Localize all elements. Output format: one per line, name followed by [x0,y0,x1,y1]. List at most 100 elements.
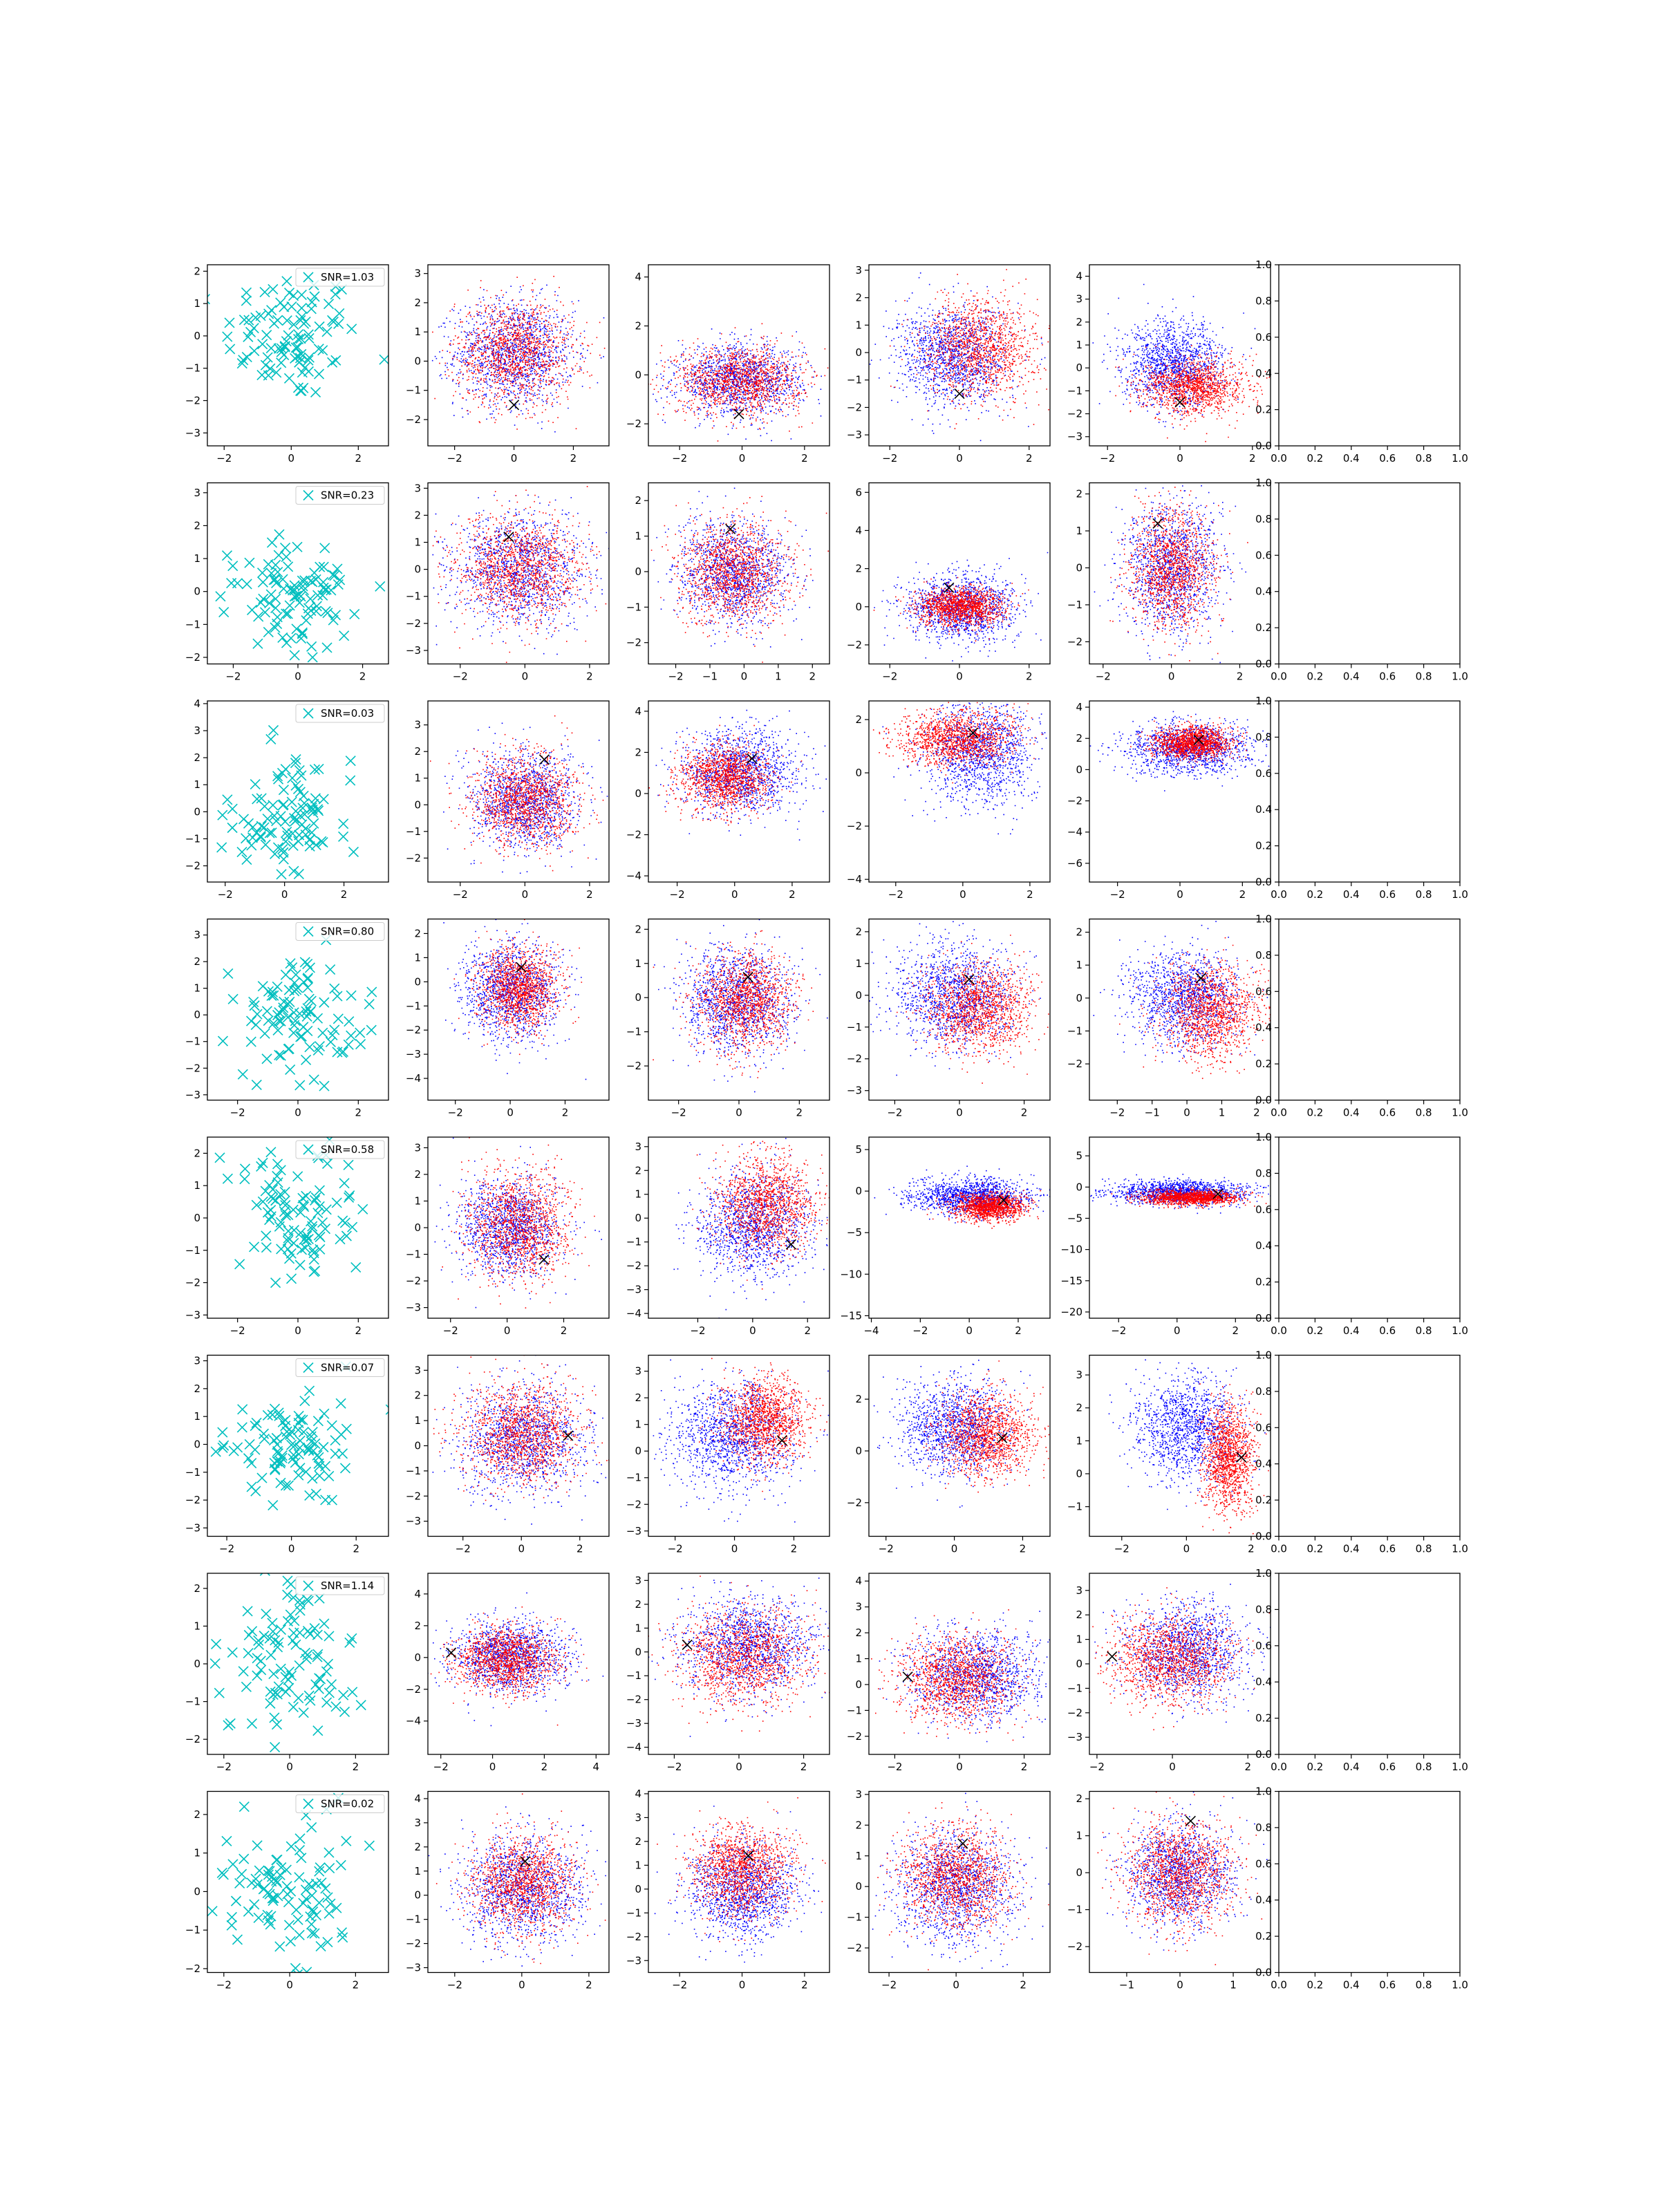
x-tick-label: −2 [666,1761,682,1773]
y-tick-label: −3 [406,644,421,657]
y-tick-label: 0 [635,1883,641,1895]
x-tick-label: 0.8 [1416,1324,1432,1337]
y-tick-label: 1.0 [1255,259,1272,271]
x-tick-label: 0 [281,888,288,901]
x-tick-label: 0.2 [1306,1761,1323,1773]
x-tick-label: 0 [489,1761,496,1773]
x-tick-label: 2 [800,1761,807,1773]
x-tick-label: −2 [1110,888,1125,901]
y-tick-label: 0 [194,1885,200,1897]
y-tick-label: 2 [414,1841,421,1853]
x-tick-label: 2 [1026,671,1033,683]
x-tick-label: 0.8 [1416,1107,1432,1119]
x-tick-label: 0 [507,1107,514,1119]
x-tick-label: 0 [1177,452,1183,465]
y-tick-label: −3 [1067,1731,1082,1743]
x-tick-label: 0.0 [1271,1543,1287,1555]
y-tick-label: −2 [626,1060,641,1072]
y-tick-label: 0 [1076,763,1082,776]
y-tick-label: 1 [1076,339,1082,351]
y-tick-label: 1 [855,1653,862,1665]
y-tick-label: 2 [414,745,421,758]
x-tick-label: 0 [731,888,738,901]
y-tick-label: −2 [626,418,641,430]
y-tick-label: −2 [185,860,200,872]
y-tick-label: 2 [855,1393,862,1405]
y-tick-label: −1 [626,1669,641,1682]
x-tick-label: −1 [702,671,718,683]
y-tick-label: 2 [194,955,200,968]
x-tick-label: −2 [888,888,903,901]
x-tick-label: −2 [668,671,683,683]
x-tick-label: 0.4 [1343,1324,1360,1337]
y-tick-label: 2 [194,1808,200,1821]
y-tick-label: 2 [194,1382,200,1395]
y-tick-label: 1.0 [1255,1567,1272,1580]
y-tick-label: 1 [635,530,641,543]
y-tick-label: 2 [635,1598,641,1611]
y-tick-label: 0 [635,1445,641,1457]
x-tick-label: 2 [1253,1107,1260,1119]
y-tick-label: 3 [194,1355,200,1367]
y-tick-label: −2 [185,1277,200,1289]
y-tick-label: 0 [1076,1866,1082,1879]
y-tick-label: 1 [635,1859,641,1871]
y-tick-label: −2 [185,1062,200,1074]
x-tick-label: 0.8 [1416,1761,1432,1773]
y-tick-label: −2 [847,1942,862,1954]
x-tick-label: 0 [749,1324,756,1337]
x-tick-label: 4 [593,1761,600,1773]
y-tick-label: 0.6 [1255,985,1272,997]
y-tick-label: −5 [847,1226,862,1239]
y-tick-label: 1 [635,1622,641,1634]
y-tick-label: 0.0 [1255,658,1272,671]
y-tick-label: −1 [185,1924,200,1936]
y-tick-label: 0 [1076,561,1082,574]
x-tick-label: 2 [796,1107,803,1119]
x-tick-label: −2 [216,452,232,465]
y-tick-label: 2 [635,746,641,758]
x-tick-label: −2 [230,1324,245,1337]
y-tick-label: 1 [414,1865,421,1877]
y-tick-label: −1 [185,1244,200,1257]
y-tick-label: 0 [1076,1658,1082,1670]
x-tick-label: 0 [735,1761,742,1773]
x-tick-label: −2 [1111,1324,1126,1337]
y-tick-label: 1 [414,1194,421,1207]
y-tick-label: 1 [855,1850,862,1862]
y-tick-label: 0.8 [1255,1167,1272,1179]
y-tick-label: 1 [414,772,421,785]
y-tick-label: −3 [406,1048,421,1060]
x-tick-label: −2 [1109,1107,1125,1119]
y-tick-label: 0 [194,1212,200,1224]
x-tick-label: −2 [448,1107,463,1119]
y-tick-label: −6 [1067,857,1082,870]
y-tick-label: −1 [406,1465,421,1477]
x-tick-label: 2 [586,671,593,683]
x-tick-label: 0 [294,1107,301,1119]
x-tick-label: −2 [671,1107,686,1119]
y-tick-label: 3 [635,1811,641,1824]
y-tick-label: −1 [847,374,862,386]
y-tick-label: 0 [414,798,421,811]
x-tick-label: 0 [956,1761,963,1773]
y-tick-label: −2 [626,1259,641,1272]
x-tick-label: 0.6 [1379,888,1396,901]
x-tick-label: 2 [562,1107,569,1119]
y-tick-label: −1 [1067,1024,1082,1037]
x-tick-label: 0.4 [1343,452,1360,465]
x-tick-label: 2 [1249,452,1256,465]
y-tick-label: 3 [414,1817,421,1829]
y-tick-label: 4 [1076,701,1082,713]
y-tick-label: −1 [406,1248,421,1261]
legend: SNR=0.07 [296,1359,384,1377]
x-tick-label: 2 [561,1324,568,1337]
y-tick-label: 0.6 [1255,1857,1272,1870]
x-tick-label: 0 [518,1979,525,1991]
y-tick-label: 3 [1076,1369,1082,1381]
y-tick-label: −2 [1067,408,1082,420]
y-tick-label: 2 [194,519,200,532]
x-tick-label: 0.6 [1379,671,1396,683]
y-tick-label: 3 [414,1141,421,1154]
x-tick-label: 0.0 [1271,1107,1287,1119]
